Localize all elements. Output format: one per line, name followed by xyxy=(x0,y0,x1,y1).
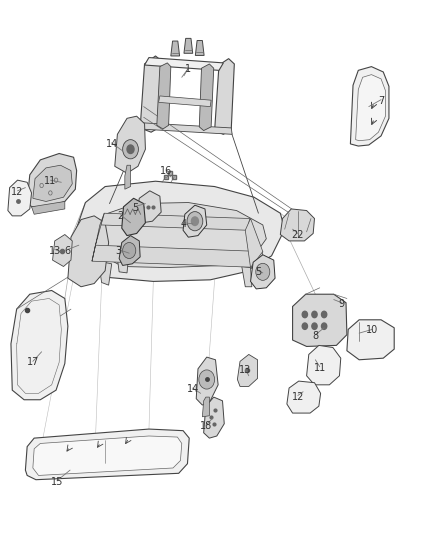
Text: 8: 8 xyxy=(312,331,318,341)
Polygon shape xyxy=(17,298,61,393)
Text: 7: 7 xyxy=(378,96,384,106)
Text: 13: 13 xyxy=(49,246,61,255)
Polygon shape xyxy=(145,58,223,70)
Polygon shape xyxy=(92,213,104,261)
Polygon shape xyxy=(356,75,385,141)
Circle shape xyxy=(199,370,215,389)
Circle shape xyxy=(123,140,138,159)
Polygon shape xyxy=(33,165,72,201)
Polygon shape xyxy=(347,320,394,360)
Polygon shape xyxy=(195,41,204,55)
Polygon shape xyxy=(74,181,285,281)
Text: 1: 1 xyxy=(185,64,191,74)
Text: 17: 17 xyxy=(27,358,39,367)
Polygon shape xyxy=(245,219,263,268)
Text: 2: 2 xyxy=(117,211,124,221)
Polygon shape xyxy=(138,123,232,134)
Polygon shape xyxy=(196,357,218,405)
Text: 6: 6 xyxy=(65,246,71,255)
Text: 11: 11 xyxy=(44,176,57,186)
Polygon shape xyxy=(115,116,145,173)
Text: 12: 12 xyxy=(292,392,304,402)
Polygon shape xyxy=(204,397,224,438)
Circle shape xyxy=(312,311,317,318)
Polygon shape xyxy=(140,56,162,132)
Circle shape xyxy=(256,263,270,280)
Circle shape xyxy=(312,323,317,329)
Text: 11: 11 xyxy=(314,363,326,373)
Polygon shape xyxy=(99,261,112,285)
Polygon shape xyxy=(27,154,77,207)
Polygon shape xyxy=(350,67,389,146)
Text: 22: 22 xyxy=(292,230,304,239)
Text: 14: 14 xyxy=(106,139,118,149)
Polygon shape xyxy=(184,38,193,53)
Text: 13: 13 xyxy=(239,366,251,375)
Polygon shape xyxy=(280,209,314,241)
Text: 18: 18 xyxy=(200,422,212,431)
Polygon shape xyxy=(33,436,182,475)
Circle shape xyxy=(127,145,134,154)
Polygon shape xyxy=(171,41,180,56)
Polygon shape xyxy=(137,191,161,223)
Polygon shape xyxy=(11,290,68,400)
Polygon shape xyxy=(32,201,65,214)
Text: 3: 3 xyxy=(115,246,121,255)
Polygon shape xyxy=(53,235,72,266)
Polygon shape xyxy=(25,429,189,480)
Polygon shape xyxy=(101,213,250,230)
Text: 12: 12 xyxy=(11,187,24,197)
Text: 14: 14 xyxy=(187,384,199,394)
Text: 16: 16 xyxy=(160,166,173,175)
Text: 10: 10 xyxy=(366,326,378,335)
Polygon shape xyxy=(251,248,259,269)
Polygon shape xyxy=(183,205,207,237)
Polygon shape xyxy=(251,255,275,289)
Polygon shape xyxy=(237,354,258,386)
Circle shape xyxy=(302,323,307,329)
Polygon shape xyxy=(287,381,321,413)
Polygon shape xyxy=(116,248,129,273)
Circle shape xyxy=(321,311,327,318)
Polygon shape xyxy=(125,165,131,189)
Polygon shape xyxy=(215,59,234,134)
Polygon shape xyxy=(122,198,145,236)
Circle shape xyxy=(123,243,136,259)
Polygon shape xyxy=(202,397,209,417)
Text: 5: 5 xyxy=(133,203,139,213)
Polygon shape xyxy=(8,180,32,216)
Polygon shape xyxy=(96,203,266,268)
Polygon shape xyxy=(68,216,109,287)
Polygon shape xyxy=(119,236,140,265)
Polygon shape xyxy=(307,345,341,385)
Polygon shape xyxy=(242,266,252,287)
Text: 9: 9 xyxy=(339,299,345,309)
Polygon shape xyxy=(157,63,171,129)
Circle shape xyxy=(187,212,203,231)
Circle shape xyxy=(191,217,198,225)
Polygon shape xyxy=(92,245,263,268)
Polygon shape xyxy=(159,96,211,107)
Text: 4: 4 xyxy=(181,219,187,229)
Text: 5: 5 xyxy=(255,267,261,277)
Polygon shape xyxy=(293,294,347,346)
Polygon shape xyxy=(199,64,214,131)
Text: 15: 15 xyxy=(51,478,63,487)
Circle shape xyxy=(321,323,327,329)
Circle shape xyxy=(302,311,307,318)
